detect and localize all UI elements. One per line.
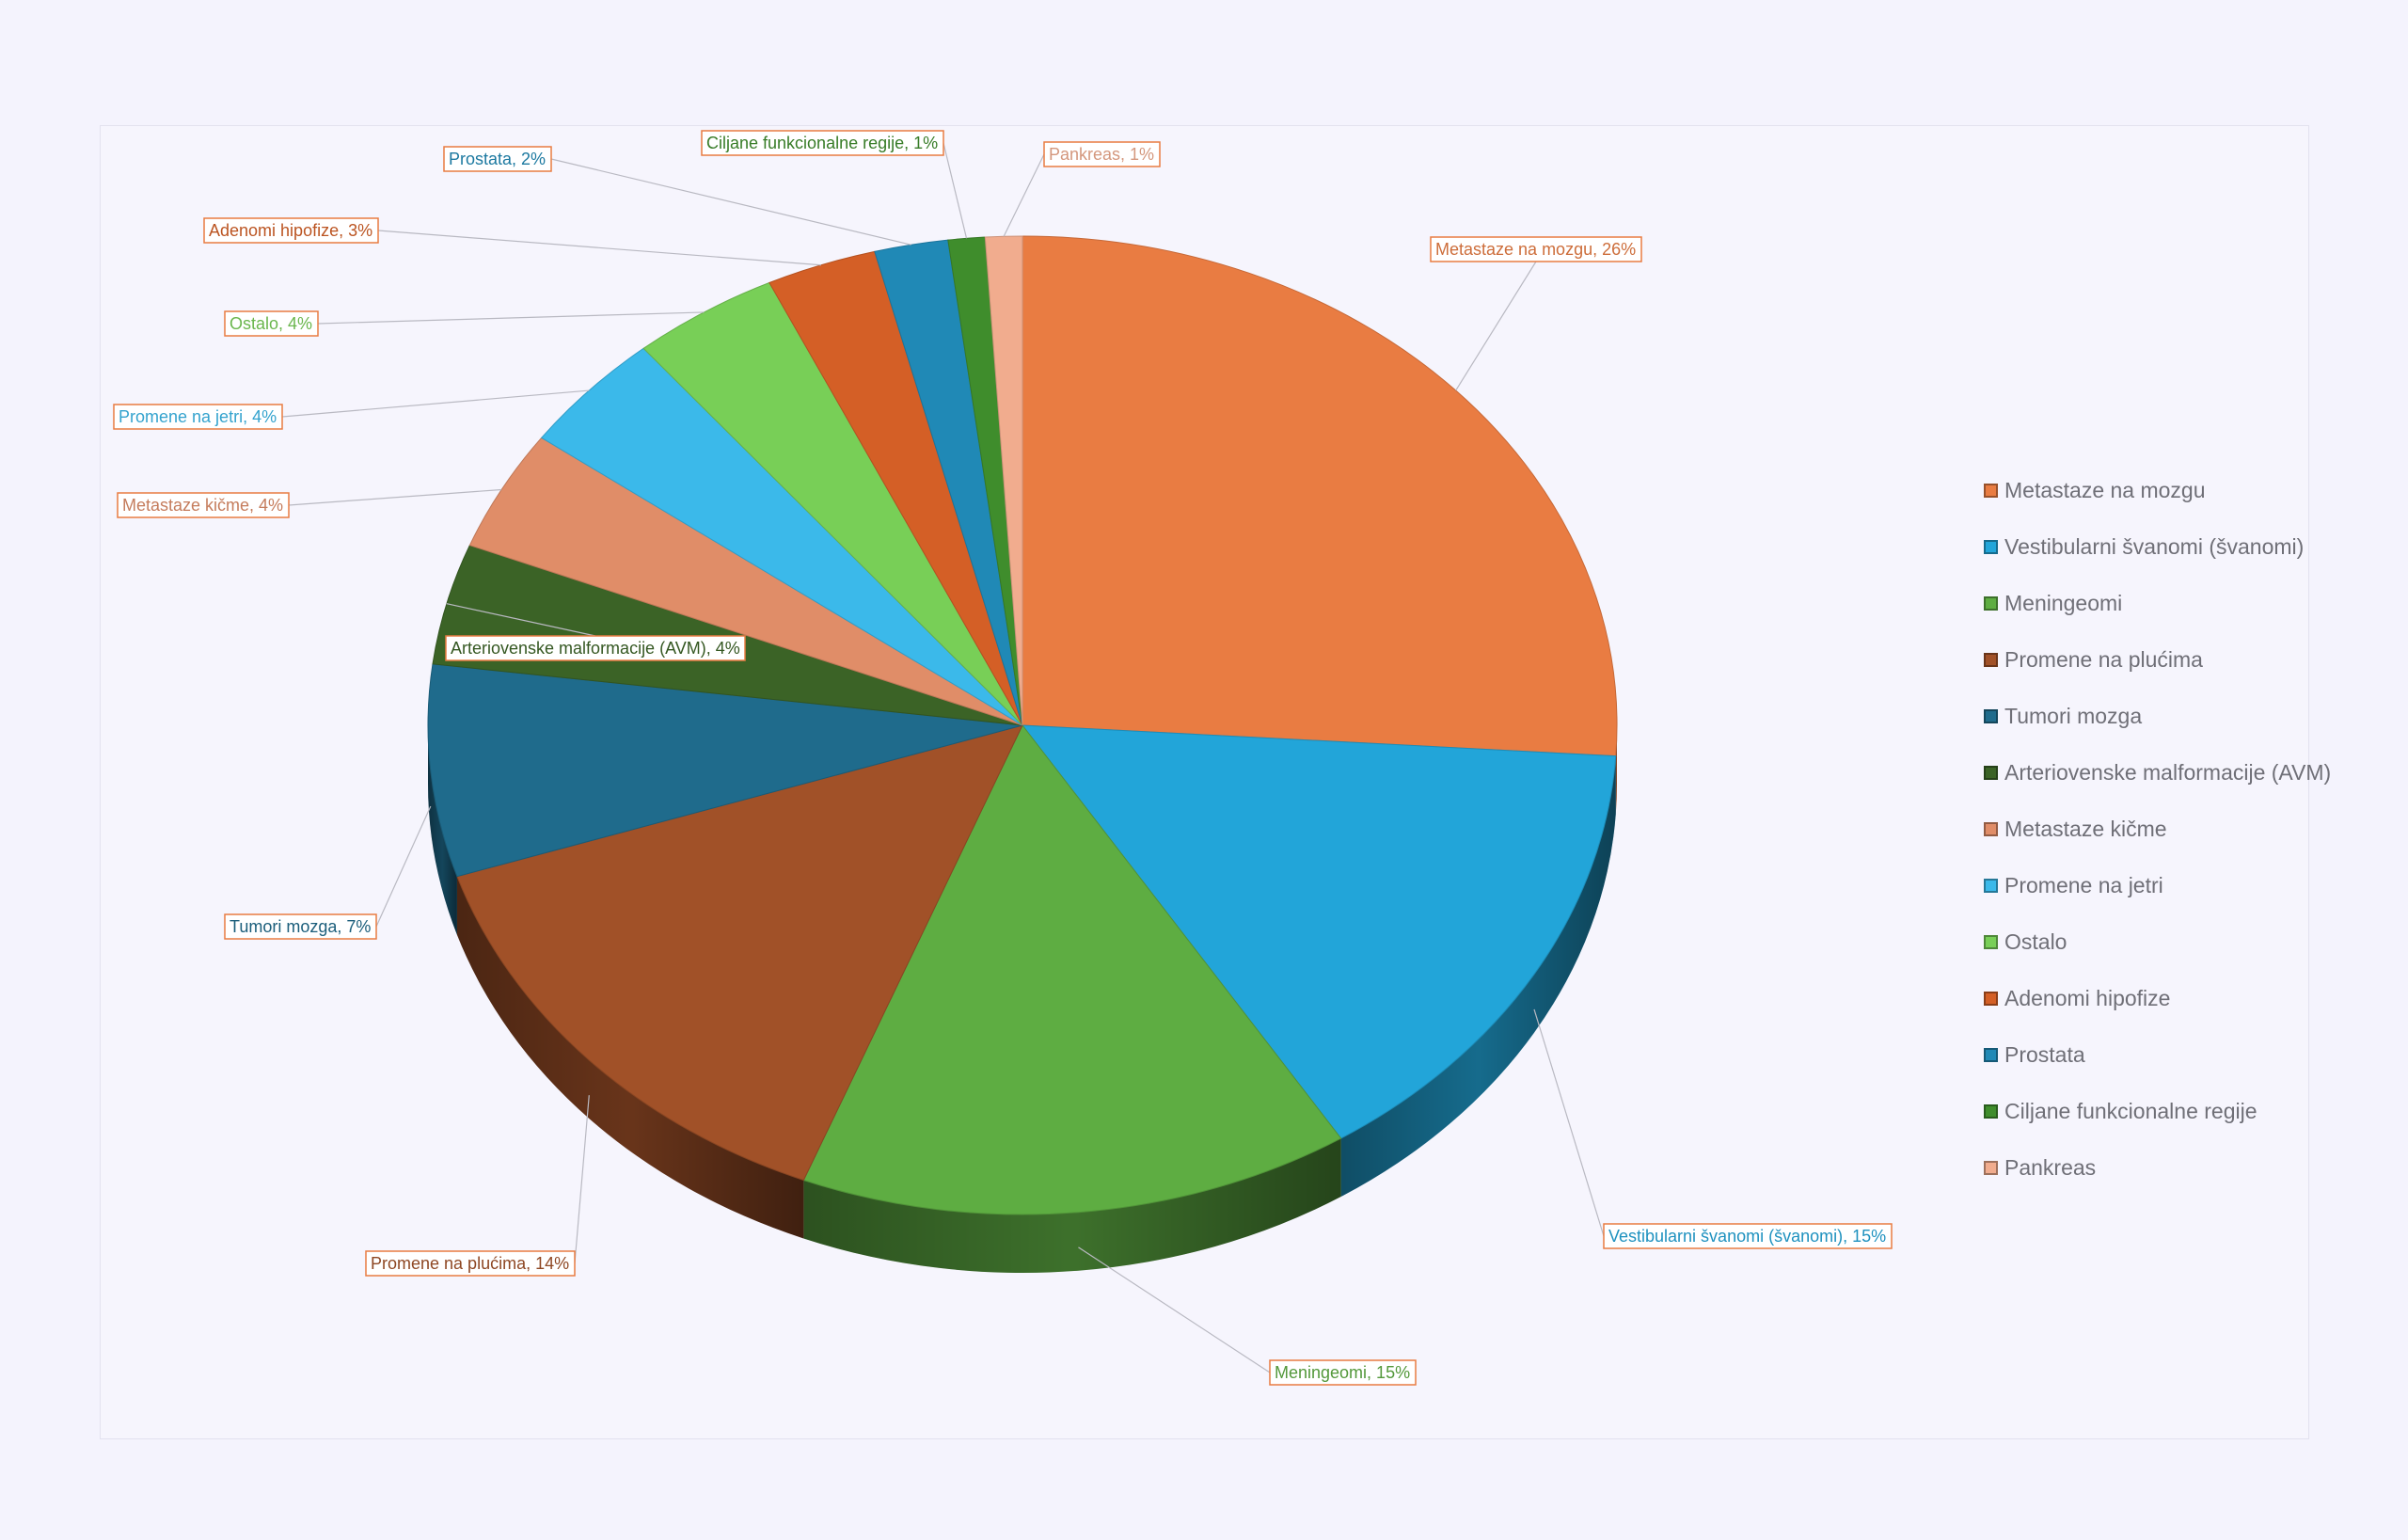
legend-label: Meningeomi [2004, 591, 2123, 615]
legend-swatch [1984, 935, 1998, 949]
data-label-text: Arteriovenske malformacije (AVM), 4% [451, 639, 740, 658]
legend-swatch [1984, 540, 1998, 554]
leader-line [317, 311, 705, 325]
leader-line [1078, 1246, 1271, 1373]
leader-line [550, 158, 911, 246]
legend-swatch [1984, 653, 1998, 667]
data-label-box [203, 217, 379, 244]
legend-label: Pankreas [2004, 1155, 2097, 1180]
data-label-box [224, 310, 319, 337]
data-label-text: Ostalo, 4% [230, 314, 312, 333]
data-label-box [117, 492, 290, 518]
data-label-text: Meningeomi, 15% [1275, 1363, 1410, 1382]
legend-label: Adenomi hipofize [2004, 986, 2171, 1010]
data-label: Ostalo, 4% [224, 310, 319, 337]
data-label: Pankreas, 1% [1043, 141, 1161, 167]
leader-line [1003, 153, 1045, 237]
data-label-text: Tumori mozga, 7% [230, 917, 371, 936]
legend-swatch [1984, 1161, 1998, 1175]
data-label: Ciljane funkcionalne regije, 1% [701, 130, 944, 156]
data-label-text: Metastaze kičme, 4% [122, 496, 283, 515]
pie-slice [1021, 724, 1617, 1139]
legend-label: Promene na jetri [2004, 873, 2163, 897]
legend-label: Metastaze kičme [2004, 817, 2167, 841]
legend-label: Ciljane funkcionalne regije [2004, 1099, 2258, 1123]
data-label: Tumori mozga, 7% [224, 913, 377, 940]
legend-label: Arteriovenske malformacije (AVM) [2004, 760, 2332, 785]
legend-swatch [1984, 879, 1998, 893]
leader-line [1455, 261, 1537, 391]
legend-label: Prostata [2004, 1042, 2085, 1067]
data-label-box [1603, 1223, 1893, 1249]
leader-line [943, 142, 968, 239]
data-label: Prostata, 2% [443, 146, 552, 172]
pie-slice-side-shading [1340, 755, 1616, 1198]
chart-area: Metastaze na mozgu, 26% Vestibularni švan… [100, 125, 2331, 1439]
legend-swatch [1984, 1104, 1998, 1119]
leader-line [288, 488, 502, 506]
pie-slice [802, 724, 1342, 1215]
legend-label: Promene na plućima [2004, 647, 2203, 672]
legend-label: Tumori mozga [2004, 704, 2143, 728]
data-label-box [365, 1250, 576, 1277]
pie-slice-side-shading [456, 876, 804, 1239]
legend-label: Ostalo [2004, 929, 2067, 954]
pie-slice [984, 235, 1023, 726]
data-label-box [224, 913, 377, 940]
data-label-text: Prostata, 2% [449, 150, 546, 168]
data-label-text: Promene na jetri, 4% [119, 407, 277, 426]
legend-swatch [1984, 1048, 1998, 1062]
data-label: Metastaze kičme, 4% [117, 492, 290, 518]
legend-swatch [1984, 484, 1998, 498]
legend-swatch [1984, 709, 1998, 723]
legend-label: Vestibularni švanomi (švanomi) [2004, 534, 2305, 559]
data-label-text: Ciljane funkcionalne regije, 1% [706, 134, 938, 152]
data-label: Vestibularni švanomi (švanomi), 15% [1603, 1223, 1893, 1249]
leader-line [375, 805, 432, 928]
pie-slice [427, 663, 1023, 878]
data-label-text: Promene na plućima, 14% [371, 1254, 569, 1273]
data-label-text: Adenomi hipofize, 3% [209, 221, 372, 240]
data-label: Promene na jetri, 4% [113, 404, 283, 430]
legend-swatch [1984, 822, 1998, 836]
data-label: Meningeomi, 15% [1269, 1359, 1417, 1386]
data-label-text: Pankreas, 1% [1049, 145, 1154, 164]
data-label: Arteriovenske malformacije (AVM), 4% [445, 635, 746, 661]
legend-label: Metastaze na mozgu [2004, 478, 2206, 502]
data-label-box [701, 130, 944, 156]
data-label: Promene na plućima, 14% [365, 1250, 576, 1277]
data-label-box [1430, 236, 1642, 262]
data-label-box [1043, 141, 1161, 167]
pie-slice-side-shading [803, 1138, 1341, 1273]
pie-slice [1022, 235, 1618, 757]
leader-line [446, 603, 596, 637]
legend-swatch [1984, 596, 1998, 611]
data-label-text: Metastaze na mozgu, 26% [1435, 240, 1636, 259]
data-label-box [443, 146, 552, 172]
leader-line [281, 389, 590, 418]
data-label-box [113, 404, 283, 430]
leader-line [377, 230, 821, 266]
data-label: Adenomi hipofize, 3% [203, 217, 379, 244]
data-label: Metastaze na mozgu, 26% [1430, 236, 1642, 262]
legend-swatch [1984, 766, 1998, 780]
leader-line [574, 1095, 590, 1264]
data-label-box [1269, 1359, 1417, 1386]
pie-slice-side-shading [428, 725, 457, 935]
data-label-box [445, 635, 746, 661]
data-label-text: Vestibularni švanomi (švanomi), 15% [1608, 1227, 1886, 1246]
pie-chart: Metastaze na mozgu, 26% Vestibularni švan… [113, 130, 1893, 1386]
legend-swatch [1984, 992, 1998, 1006]
leader-line [1533, 1008, 1605, 1237]
